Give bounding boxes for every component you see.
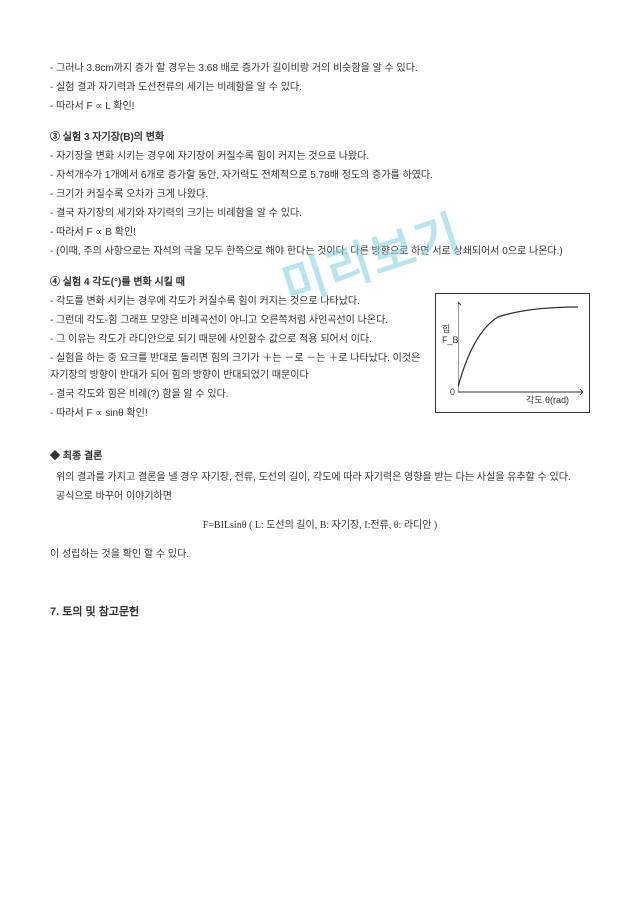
exp4-line: - 각도를 변화 시키는 경우에 각도가 커질수록 힘이 커지는 것으로 나타났… [50,293,425,310]
formula-line: F=BILsinθ ( L: 도선의 길이, B: 자기장, I:전류, θ: … [50,517,590,534]
circled-number: ③ [50,132,60,143]
exp4-content-row: - 각도를 변화 시키는 경우에 각도가 커질수록 힘이 커지는 것으로 나타났… [50,293,590,424]
chart-y-axis-label: 힘 F_B [442,324,459,346]
conclusion-heading: ◆ 최종 결론 [50,448,590,465]
intro-line: - 실험 결과 자기력과 도선전류의 세기는 비례함을 알 수 있다. [50,79,590,96]
ylabel-top: 힘 [442,324,459,335]
intro-line: - 따라서 F ∝ L 확인! [50,98,590,115]
exp3-line: - 따라서 F ∝ B 확인! [50,224,590,241]
exp3-line: - 크기가 커질수록 오차가 크게 나왔다. [50,186,590,203]
intro-line: - 그러나 3.8cm까지 증가 할 경우는 3.68 배로 증가가 길이비랑 … [50,60,590,77]
exp3-line: - 자기장을 변화 시키는 경우에 자기장이 커질수록 힘이 커지는 것으로 나… [50,148,590,165]
circled-number: ④ [50,277,60,288]
exp4-line: - 따라서 F ∝ sinθ 확인! [50,405,425,422]
chart-curve-svg [458,302,583,397]
exp3-line: - 결국 자기장의 세기와 자기력의 크기는 비례함을 알 수 있다. [50,205,590,222]
exp3-line: - (이때, 주의 사항으로는 자석의 극을 모두 한쪽으로 해야 한다는 것이… [50,243,590,260]
exp4-line: - 그런데 각도-힘 그래프 모양은 비례곡선이 아니고 오른쪽처럼 사인곡선이… [50,312,425,329]
references-heading: 7. 토의 및 참고문헌 [50,603,590,622]
exp4-line: - 결국 각도와 힘은 비례(?) 함을 알 수 있다. [50,386,425,403]
exp4-text-column: - 각도를 변화 시키는 경우에 각도가 커질수록 힘이 커지는 것으로 나타났… [50,293,425,424]
exp4-title: 실험 4 각도(°)를 변화 시킬 때 [63,277,185,288]
conclusion-paragraph: 공식으로 바꾸어 이야기하면 [50,488,590,505]
chart-x-axis-label: 각도 θ(rad) [526,393,569,408]
conclusion-paragraph: 이 성립하는 것을 확인 할 수 있다. [50,546,590,563]
exp4-heading: ④ 실험 4 각도(°)를 변화 시킬 때 [50,274,590,291]
ylabel-bottom: F_B [442,335,459,346]
chart-origin-label: 0 [450,385,455,400]
exp4-line: - 실험을 하는 중 요크를 반대로 돌리면 힘의 크기가 ＋는 －로 －는 ＋… [50,350,425,384]
exp3-heading: ③ 실험 3 자기장(B)의 변화 [50,129,590,146]
exp4-line: - 그 이유는 각도가 라디안으로 되기 때문에 사인함수 값으로 적용 되어서… [50,331,425,348]
force-angle-chart: 힘 F_B 0 각도 θ(rad) [435,293,590,413]
sine-curve [458,307,578,387]
exp3-title: 실험 3 자기장(B)의 변화 [63,132,164,143]
intro-block: - 그러나 3.8cm까지 증가 할 경우는 3.68 배로 증가가 길이비랑 … [50,60,590,115]
conclusion-paragraph: 위의 결과를 가지고 결론을 낼 경우 자기장, 전류, 도선의 길이, 각도에… [50,469,590,486]
exp3-line: - 자석개수가 1개에서 6개로 증가할 동안, 자기력도 전체적으로 5.78… [50,167,590,184]
